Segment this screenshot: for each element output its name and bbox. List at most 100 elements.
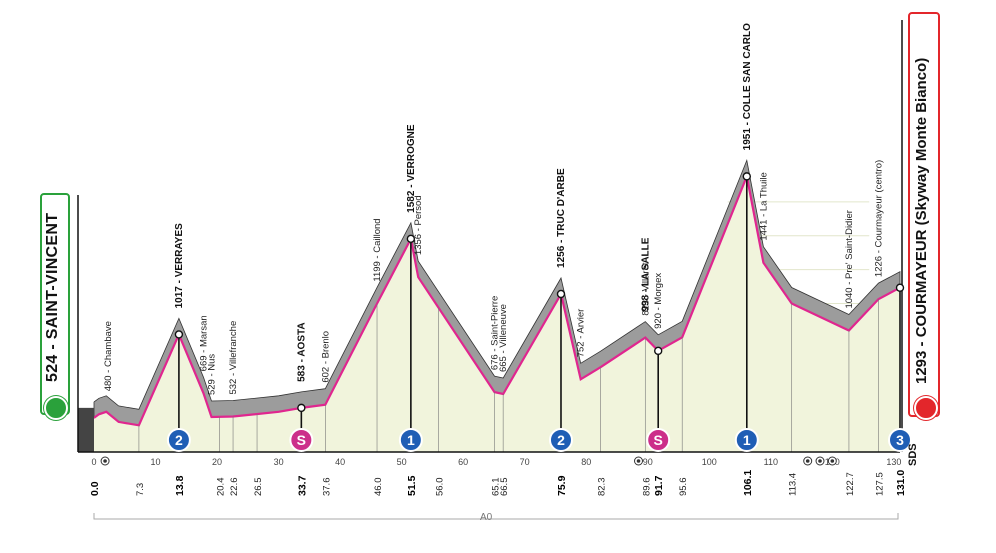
km-label: 37.6 [321, 478, 332, 497]
sprint-badge [646, 428, 671, 452]
km-label: 22.6 [229, 478, 240, 497]
road-bracket-line [93, 513, 899, 520]
start-dash: - [44, 339, 61, 350]
climb-category-badge-text: 3 [896, 432, 904, 448]
km-label: 33.7 [296, 475, 308, 496]
km-label: 26.5 [253, 478, 264, 497]
peak-label: 1017 - VERRAYES [174, 223, 185, 309]
finish-name: COURMAYEUR (Skyway Monte Bianco) [913, 57, 930, 338]
km-tick-label: 40 [335, 457, 345, 467]
km-label: 7.3 [135, 483, 146, 496]
sprint-badge-text: S [654, 432, 663, 448]
place-label: 1040 - Pre' Saint-Didier [844, 210, 855, 308]
climb-badges: 2 1 2 1 3 S S [166, 428, 912, 452]
profile-line [93, 172, 901, 427]
km-label: 46.0 [373, 478, 384, 497]
place-label: 665 - Villeneuve [498, 304, 509, 372]
finish-altitude: 1293 [913, 350, 930, 384]
start-box [40, 193, 70, 415]
km-tick-label: 110 [764, 457, 778, 467]
km-label: 89.6 [641, 478, 652, 497]
finish-icon [914, 396, 938, 420]
peak-label: 1951 - COLLE SAN CARLO [742, 23, 753, 150]
place-label: 920 - Morgex [653, 273, 664, 329]
km-label: 113.4 [788, 473, 799, 496]
place-label: 669 - Marsan [199, 315, 210, 371]
profile-area [77, 20, 903, 452]
km-tick-label: 70 [520, 457, 530, 467]
place-label: 676 - Saint-Pierre [490, 296, 501, 370]
key-point [174, 330, 184, 339]
sds-label: SDS [907, 443, 919, 466]
climb-category-badge-text: 1 [407, 432, 415, 448]
route-marker-dot [818, 459, 822, 463]
key-point [654, 346, 663, 356]
km-tick-label: 50 [397, 457, 407, 467]
km-tick-label: 10 [151, 457, 161, 467]
peak-label: 583 - AOSTA [296, 322, 307, 381]
start-icon [44, 396, 68, 420]
key-point [406, 234, 416, 244]
km-label: 131.0 [895, 470, 907, 496]
climb-category-badge [548, 428, 573, 452]
peak-label: 1582 - VERROGNE [406, 124, 417, 213]
place-label: 1356 - Persod [413, 195, 424, 255]
key-point [297, 403, 306, 413]
climb-category-badge [888, 428, 912, 452]
peak-label: 1256 - TRUC D'ARBE [556, 168, 567, 268]
start-block [78, 407, 94, 452]
climb-category-badge-text: 2 [175, 432, 183, 448]
km-axis: 01020304050607080901001101201300.07.313.… [78, 451, 907, 497]
km-label: 56.0 [435, 478, 446, 497]
km-label: 122.7 [845, 472, 856, 496]
km-label: 106.1 [742, 470, 754, 496]
place-label: 480 - Chambave [103, 321, 114, 391]
km-tick-label: 90 [643, 457, 653, 467]
place-label: 602 - Brenlo [320, 331, 331, 383]
km-tick-label: 100 [702, 457, 717, 467]
sprint-badge [289, 428, 314, 452]
key-point [895, 283, 905, 292]
route-marker-dot [636, 459, 641, 463]
place-label: 823 - Villaret [640, 262, 651, 316]
km-tick-label: 130 [886, 457, 901, 467]
route-marker-dot [103, 459, 107, 463]
km-label: 20.4 [216, 478, 227, 497]
km-label: 127.5 [874, 472, 885, 496]
km-label: 95.6 [678, 478, 689, 497]
place-label: 752 - Arvier [576, 309, 587, 358]
km-label: 65.1 [491, 478, 502, 497]
finish-dash: - [913, 337, 930, 347]
place-label: 529 - Nus [207, 354, 218, 395]
place-label: 1199 - Caillond [372, 218, 383, 281]
km-tick-label: 20 [212, 457, 222, 467]
km-tick-label: 30 [274, 457, 284, 467]
climb-category-badge-text: 2 [557, 432, 565, 448]
climb-category-badge [166, 428, 191, 452]
km-label: 66.5 [499, 477, 510, 496]
climb-category-badge [398, 428, 423, 452]
route-marker-dot [830, 459, 835, 463]
km-label: 82.3 [596, 478, 607, 497]
sprint-badge-text: S [297, 432, 306, 448]
peak-label: 998 - LA SALLE [640, 237, 651, 311]
km-tick-label: 0 [91, 457, 96, 467]
start-altitude: 524 [44, 354, 61, 382]
profile-fill [94, 176, 900, 452]
km-label: 51.5 [406, 475, 418, 496]
road-label: A0 [480, 512, 493, 523]
key-point [556, 289, 566, 299]
route-marker-dot [805, 459, 810, 463]
road-bracket [93, 513, 899, 520]
key-point [742, 172, 751, 181]
km-tick-label: 80 [581, 457, 591, 467]
km-label: 75.9 [556, 475, 568, 496]
place-label: 1226 - Courmayeur (centro) [873, 160, 884, 277]
finish-label: 1293 - COURMAYEUR (Skyway Monte Bianco) [913, 14, 935, 384]
km-label: 91.7 [653, 475, 665, 496]
climb-category-badge-text: 1 [743, 432, 751, 448]
place-label: 532 - Villefranche [228, 321, 239, 395]
